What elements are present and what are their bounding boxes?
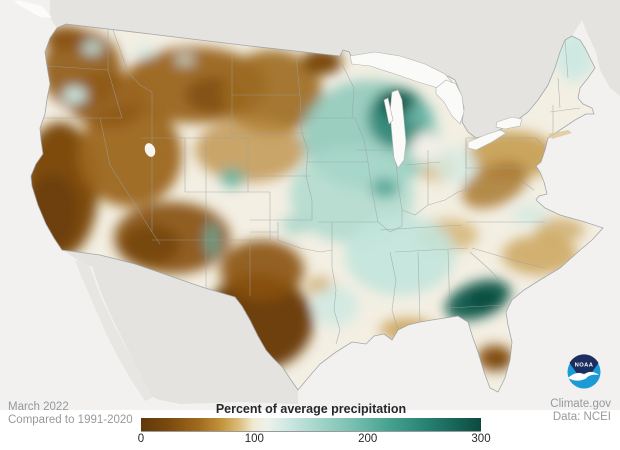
colorbar-tick-label: 300 — [471, 433, 491, 445]
colorbar-title: Percent of average precipitation — [215, 402, 407, 416]
source-attribution: Climate.gov Data: NCEI — [461, 398, 611, 423]
long-island — [548, 130, 572, 139]
map-period: March 2022 — [8, 401, 69, 413]
vancouver-island — [14, 0, 52, 18]
us-precipitation-map: NOAA — [0, 0, 620, 410]
noaa-logo-text: NOAA — [575, 363, 594, 369]
mexico-land — [62, 250, 298, 404]
colorbar-tick-label: 100 — [244, 433, 264, 445]
colorbar-ticks: 0 100 200 300 — [137, 433, 491, 447]
colorbar-tick-label: 200 — [358, 433, 378, 445]
precipitation-color-field — [31, 26, 595, 371]
colorbar-gradient — [141, 418, 481, 432]
map-date-attribution: March 2022 Compared to 1991-2020 — [8, 401, 158, 426]
site-credit: Climate.gov — [550, 398, 611, 410]
baja-peninsula — [75, 260, 152, 401]
great-lakes — [349, 51, 523, 169]
data-source: Data: NCEI — [552, 410, 611, 423]
noaa-logo: NOAA — [567, 354, 601, 389]
state-borders — [33, 28, 581, 345]
canada-land — [50, 0, 620, 138]
colorbar-tick-label: 0 — [137, 433, 145, 445]
noaa-gull-icon — [568, 371, 599, 381]
great-salt-lake — [144, 143, 156, 157]
map-baseline: Compared to 1991-2020 — [8, 413, 133, 426]
